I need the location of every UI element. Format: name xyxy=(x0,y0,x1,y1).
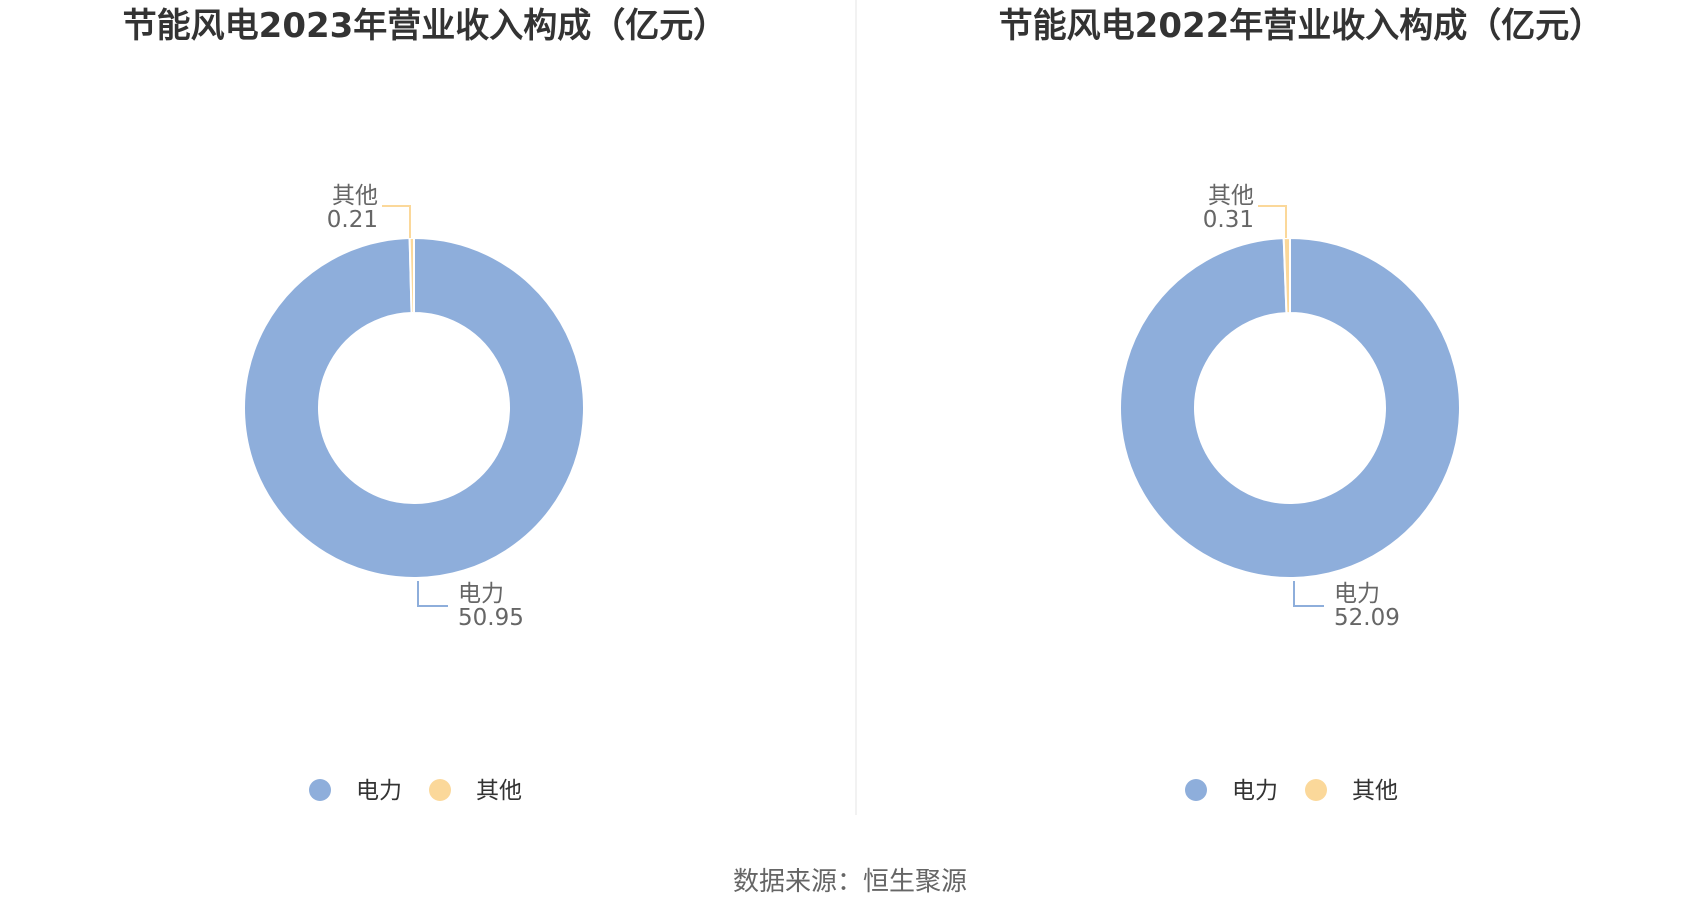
slice-qita[interactable] xyxy=(1282,236,1291,315)
slice-dianli[interactable] xyxy=(1118,236,1461,579)
chart-title: 节能风电2022年营业收入构成（亿元） xyxy=(999,6,1604,46)
data-label-value: 0.21 xyxy=(327,207,378,233)
data-label-name: 电力 xyxy=(1334,581,1380,607)
legend-marker[interactable] xyxy=(1185,779,1207,801)
data-label-name: 电力 xyxy=(458,581,504,607)
legend-marker[interactable] xyxy=(309,779,331,801)
data-source: 数据来源：恒生聚源 xyxy=(733,867,967,897)
legend-marker[interactable] xyxy=(429,779,451,801)
slice-qita[interactable] xyxy=(408,236,415,315)
data-label-name: 其他 xyxy=(1208,183,1254,209)
chart-title: 节能风电2023年营业收入构成（亿元） xyxy=(123,6,728,46)
callout-line-qita xyxy=(1258,205,1287,238)
legend: 电力 其他 xyxy=(1185,778,1398,804)
legend-label[interactable]: 电力 xyxy=(1232,778,1278,804)
callout-line-qita xyxy=(382,205,411,238)
slice-dianli[interactable] xyxy=(243,236,585,579)
data-label-value: 0.31 xyxy=(1203,207,1254,233)
legend-marker[interactable] xyxy=(1305,779,1327,801)
data-label-value: 52.09 xyxy=(1334,605,1400,631)
legend: 电力 其他 xyxy=(309,778,522,804)
data-label-name: 其他 xyxy=(332,183,378,209)
data-label-value: 50.95 xyxy=(458,605,524,631)
legend-label[interactable]: 其他 xyxy=(1352,778,1398,804)
legend-label[interactable]: 其他 xyxy=(476,778,522,804)
callout-line-dianli xyxy=(1293,581,1324,607)
legend-label[interactable]: 电力 xyxy=(356,778,402,804)
callout-line-dianli xyxy=(417,581,448,607)
